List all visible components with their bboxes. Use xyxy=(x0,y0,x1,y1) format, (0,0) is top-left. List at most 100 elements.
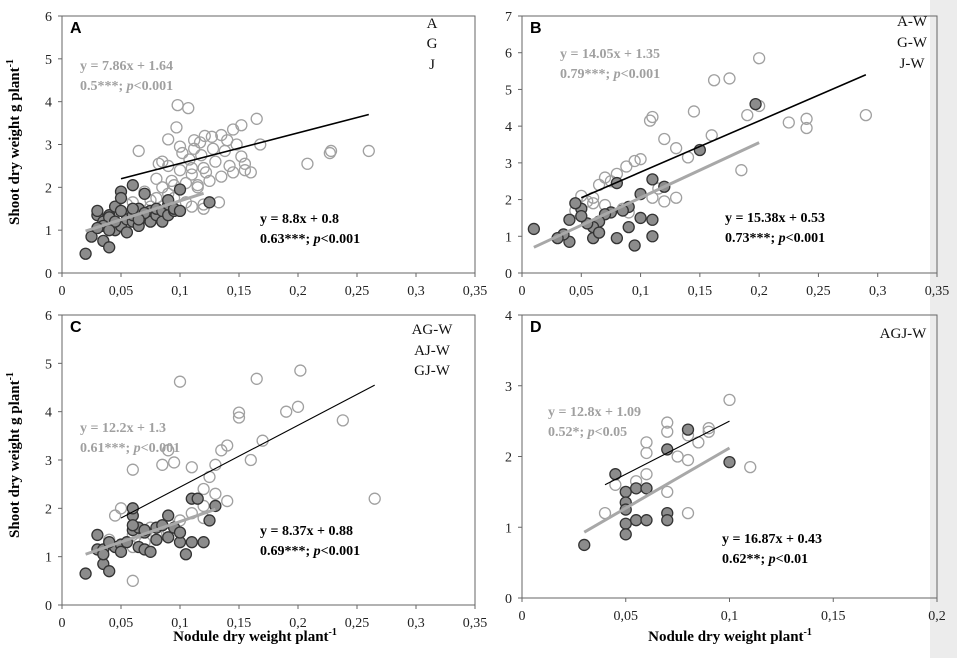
x-tick-label: 0,05 xyxy=(569,284,594,299)
filled-point xyxy=(203,196,216,209)
filled-point xyxy=(197,536,210,549)
right-margin-strip xyxy=(930,0,957,658)
equation-filled-line1: y = 15.38x + 0.53 xyxy=(725,211,825,226)
open-point xyxy=(232,411,246,424)
filled-point xyxy=(79,247,92,260)
trendline-filled xyxy=(85,191,205,233)
trendline-filled xyxy=(533,141,760,249)
filled-point xyxy=(749,97,762,111)
y-tick-label: 4 xyxy=(505,120,512,135)
filled-point xyxy=(619,485,632,499)
equation-filled-line1: y = 8.37x + 0.88 xyxy=(260,524,353,539)
open-point xyxy=(244,166,257,179)
equation-open-line2: 0.5***; p<0.001 xyxy=(80,79,173,94)
open-point xyxy=(108,509,122,522)
filled-point xyxy=(103,224,116,237)
open-point xyxy=(165,174,178,188)
open-point xyxy=(235,119,248,132)
equation-filled-line1: y = 16.87x + 0.43 xyxy=(722,532,822,547)
x-axis-label-right: Nodule dry weight plant-1 xyxy=(648,627,812,645)
filled-point xyxy=(173,526,187,539)
open-point xyxy=(170,121,183,134)
y-tick-label: 6 xyxy=(45,309,52,324)
open-point xyxy=(215,444,228,457)
open-point xyxy=(188,142,201,155)
x-tick-label: 0,25 xyxy=(345,616,370,631)
x-tick-label: 0,35 xyxy=(463,616,488,631)
x-tick-label: 0,1 xyxy=(171,284,189,299)
open-point xyxy=(634,153,647,166)
filled-point xyxy=(191,492,204,505)
open-point xyxy=(209,487,222,500)
open-point xyxy=(167,456,181,469)
trendline-open xyxy=(580,74,867,199)
trendline-open xyxy=(120,384,375,519)
equation-open-line1: y = 14.05x + 1.35 xyxy=(560,47,660,62)
filled-point xyxy=(592,226,606,239)
open-point xyxy=(176,146,189,160)
x-tick-label: 0,15 xyxy=(227,284,252,299)
open-point xyxy=(182,101,195,115)
filled-point xyxy=(79,567,92,580)
open-point xyxy=(156,458,169,471)
trendline-filled xyxy=(583,446,731,534)
panel-letter: D xyxy=(530,319,542,336)
filled-point xyxy=(203,514,216,527)
x-tick-label: 0 xyxy=(59,284,66,299)
y-tick-label: 3 xyxy=(505,380,512,395)
x-tick-label: 0,05 xyxy=(109,284,134,299)
filled-point xyxy=(527,222,541,236)
open-point xyxy=(735,164,748,177)
filled-point xyxy=(150,533,163,546)
open-point xyxy=(132,144,145,158)
y-tick-label: 6 xyxy=(45,10,52,25)
x-tick-label: 0,25 xyxy=(345,284,370,299)
filled-point xyxy=(629,482,643,495)
filled-point xyxy=(120,226,134,239)
panel-letter: A xyxy=(70,20,82,37)
open-point xyxy=(661,485,674,499)
trendline-filled xyxy=(85,507,216,556)
open-point xyxy=(658,195,671,208)
open-point xyxy=(173,140,187,153)
open-point xyxy=(191,179,204,192)
open-point xyxy=(230,138,243,151)
open-point xyxy=(114,502,128,515)
y-tick-label: 3 xyxy=(505,157,512,172)
filled-point xyxy=(162,531,175,544)
filled-point xyxy=(144,545,157,558)
legend-entry: J xyxy=(429,57,435,73)
trendline-open xyxy=(120,113,370,180)
x-tick-label: 0,3 xyxy=(407,284,425,299)
open-point xyxy=(197,482,210,496)
open-point xyxy=(291,400,305,413)
panel-letter: B xyxy=(530,20,542,37)
open-point xyxy=(209,155,222,168)
open-point xyxy=(741,108,754,122)
x-tick-label: 0,2 xyxy=(289,284,307,299)
y-tick-label: 0 xyxy=(505,592,512,607)
legend-entry: A-W xyxy=(897,14,928,30)
filled-point xyxy=(634,211,647,225)
open-point xyxy=(126,574,139,587)
open-point xyxy=(254,138,267,151)
y-tick-label: 5 xyxy=(45,357,52,372)
y-tick-label: 6 xyxy=(505,47,512,62)
open-point xyxy=(620,160,633,173)
panel-c: C 0 1 2 3 4 5 6 0 0,05 0,1 0,15 0,2 0,25 0,3 0,35 AG-W AJ… xyxy=(45,309,487,631)
open-point xyxy=(150,172,163,185)
x-tick-label: 0,1 xyxy=(171,616,189,631)
legend-entry: G-W xyxy=(897,35,928,51)
filled-point xyxy=(85,230,98,243)
open-point xyxy=(723,393,736,407)
legend-entry: AGJ-W xyxy=(880,326,927,342)
filled-point xyxy=(619,528,632,541)
x-tick-label: 0,25 xyxy=(806,284,831,299)
open-point xyxy=(687,105,701,118)
open-point xyxy=(702,425,715,438)
filled-point xyxy=(173,183,187,196)
open-point xyxy=(640,468,653,481)
filled-point xyxy=(103,241,116,254)
